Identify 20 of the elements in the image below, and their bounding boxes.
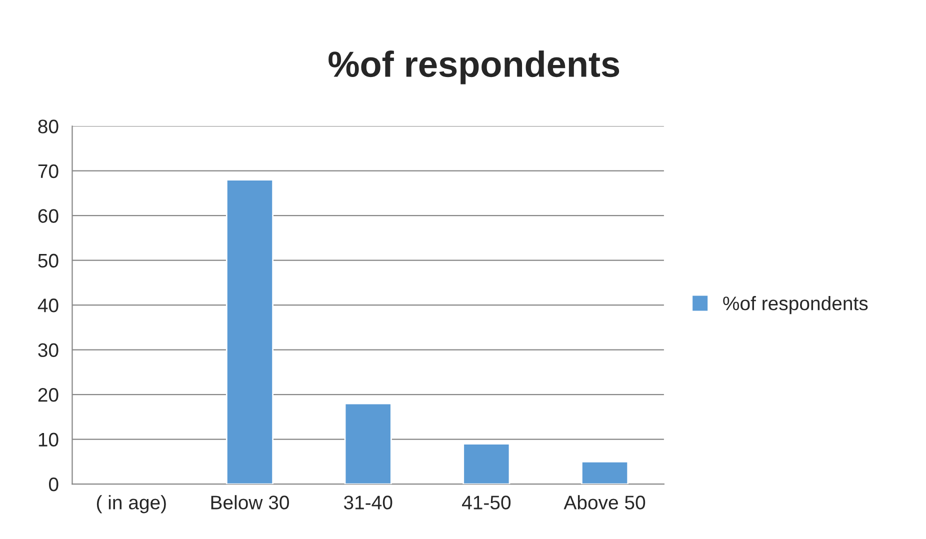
y-tick-label: 10 (38, 432, 58, 447)
y-tick-label: 40 (38, 298, 58, 312)
bar (462, 443, 510, 484)
bar (581, 460, 629, 484)
x-tick-label: 31-40 (344, 496, 392, 510)
y-tick-label: 70 (38, 164, 58, 178)
y-tick-label: 0 (48, 477, 58, 492)
bar (344, 402, 392, 484)
bar (226, 179, 274, 484)
y-tick-label: 20 (38, 388, 58, 402)
y-tick-label: 50 (38, 254, 58, 268)
y-tick-label: 30 (38, 343, 58, 358)
x-tick-label: ( in age) (96, 495, 166, 514)
y-tick-label: 60 (38, 209, 58, 223)
x-tick-label: Below 30 (211, 495, 289, 510)
x-tick-label: 41-50 (462, 496, 511, 510)
y-tick-label: 80 (38, 120, 58, 134)
x-tick-label: Above 50 (564, 495, 646, 510)
legend-label: %of respondents (723, 296, 868, 314)
chart-title: %of respondents (328, 50, 620, 84)
